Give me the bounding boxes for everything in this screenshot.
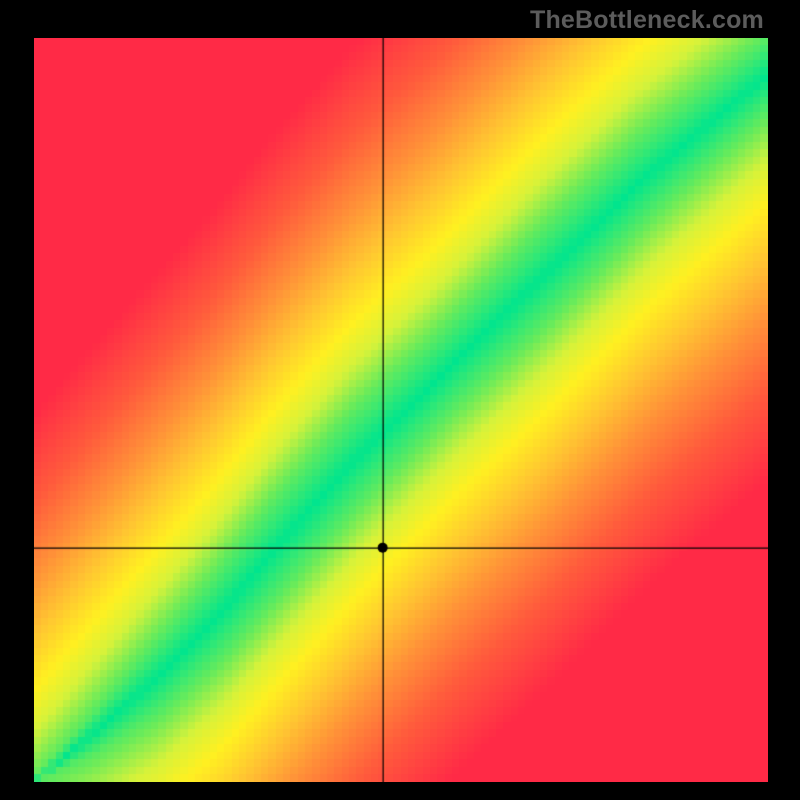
- chart-container: TheBottleneck.com: [0, 0, 800, 800]
- bottleneck-heatmap: [34, 38, 768, 782]
- watermark-text: TheBottleneck.com: [530, 6, 764, 35]
